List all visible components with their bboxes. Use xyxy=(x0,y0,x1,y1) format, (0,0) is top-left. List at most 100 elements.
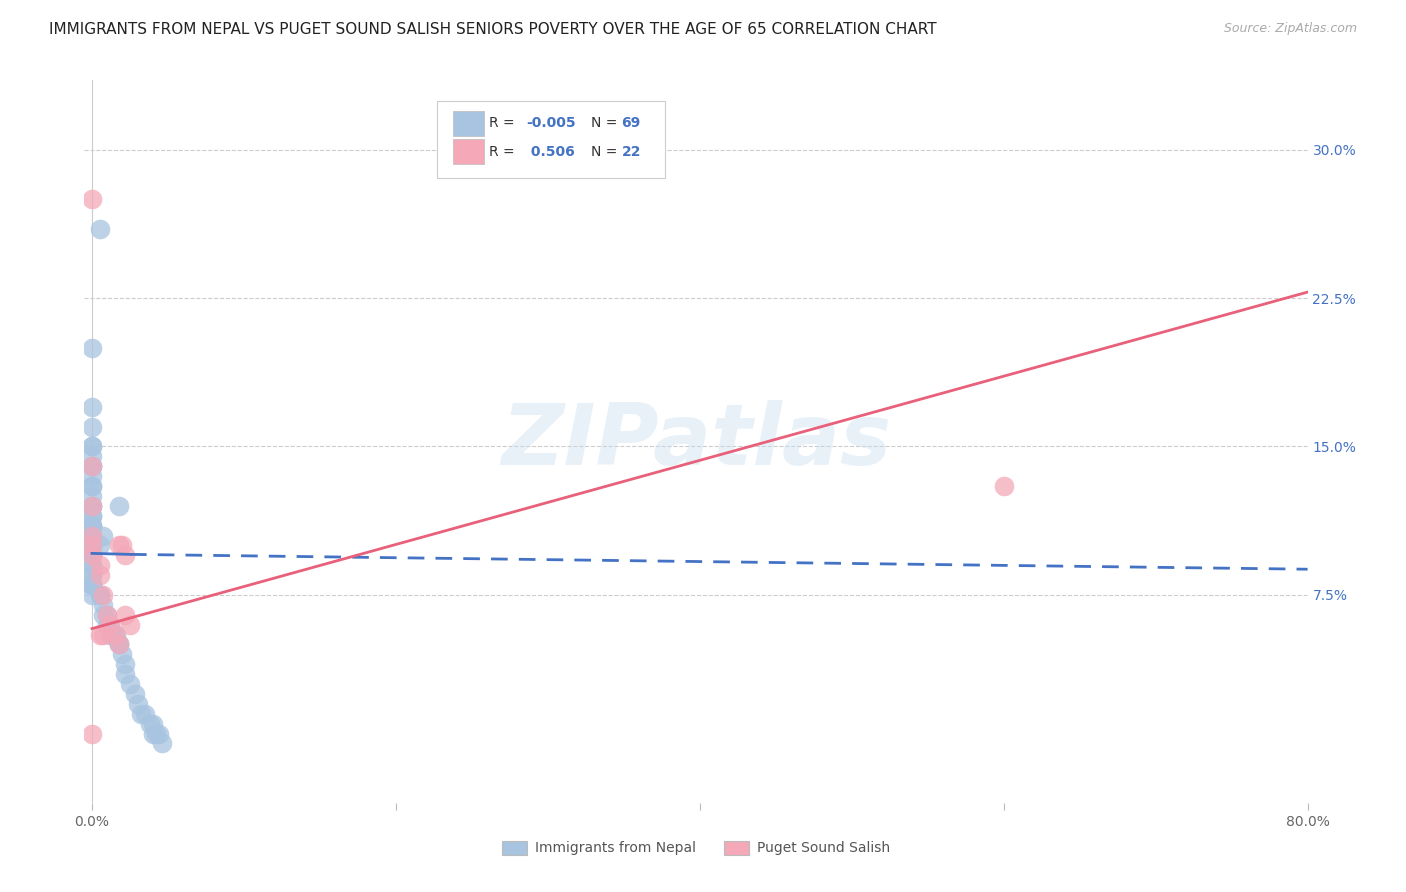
Point xyxy=(80,508,103,523)
Point xyxy=(142,716,165,731)
Point xyxy=(80,539,103,553)
Point xyxy=(104,627,127,641)
Point xyxy=(108,637,131,651)
Point xyxy=(89,221,111,235)
Point xyxy=(80,508,103,523)
Point xyxy=(80,558,103,573)
Text: R =: R = xyxy=(489,116,519,130)
Point xyxy=(89,558,111,573)
Point xyxy=(129,706,152,721)
Point xyxy=(114,667,136,681)
Point xyxy=(80,539,103,553)
Text: ZIPatlas: ZIPatlas xyxy=(501,400,891,483)
Point xyxy=(80,588,103,602)
Point xyxy=(80,499,103,513)
Point xyxy=(138,716,160,731)
Point xyxy=(80,726,103,740)
Point xyxy=(114,549,136,563)
Point xyxy=(80,549,103,563)
Text: Source: ZipAtlas.com: Source: ZipAtlas.com xyxy=(1223,22,1357,36)
Point xyxy=(80,459,103,474)
Point xyxy=(80,578,103,592)
Point xyxy=(80,459,103,474)
Text: N =: N = xyxy=(591,145,621,159)
Point xyxy=(80,539,103,553)
Point xyxy=(96,607,118,622)
Point xyxy=(80,459,103,474)
Point xyxy=(80,528,103,542)
Point xyxy=(145,726,167,740)
Point xyxy=(89,588,111,602)
Point xyxy=(108,637,131,651)
Point xyxy=(80,539,103,553)
Point xyxy=(80,578,103,592)
Point xyxy=(111,648,134,662)
Point xyxy=(111,539,134,553)
Point xyxy=(80,341,103,355)
Point xyxy=(150,736,173,750)
Point xyxy=(80,568,103,582)
Point xyxy=(91,598,114,612)
Point xyxy=(80,489,103,503)
Point xyxy=(108,539,131,553)
Point xyxy=(80,568,103,582)
Point xyxy=(124,687,146,701)
Point xyxy=(91,528,114,542)
Point xyxy=(80,518,103,533)
Point xyxy=(80,400,103,414)
Point xyxy=(89,588,111,602)
Point xyxy=(80,450,103,464)
Text: 69: 69 xyxy=(621,116,641,130)
Point xyxy=(127,697,149,711)
Point xyxy=(96,607,118,622)
Point xyxy=(993,479,1015,493)
Point xyxy=(80,518,103,533)
Point xyxy=(80,192,103,206)
Point xyxy=(142,726,165,740)
Point xyxy=(80,549,103,563)
Point xyxy=(148,726,170,740)
Point xyxy=(80,539,103,553)
Point xyxy=(105,627,128,641)
Text: 0.506: 0.506 xyxy=(526,145,575,159)
Point xyxy=(114,657,136,672)
Point xyxy=(80,479,103,493)
Point xyxy=(80,558,103,573)
Text: N =: N = xyxy=(591,116,621,130)
Point xyxy=(80,518,103,533)
Point xyxy=(80,539,103,553)
Point xyxy=(80,499,103,513)
Point xyxy=(134,706,156,721)
Point xyxy=(91,627,114,641)
Point xyxy=(89,539,111,553)
Point xyxy=(80,499,103,513)
Point xyxy=(108,499,131,513)
Point xyxy=(98,627,121,641)
Legend: Immigrants from Nepal, Puget Sound Salish: Immigrants from Nepal, Puget Sound Salis… xyxy=(496,835,896,861)
Point xyxy=(96,617,118,632)
Text: 22: 22 xyxy=(621,145,641,159)
Text: R =: R = xyxy=(489,145,519,159)
Point xyxy=(98,617,121,632)
Point xyxy=(98,617,121,632)
Point xyxy=(108,637,131,651)
Point xyxy=(114,607,136,622)
Point xyxy=(80,578,103,592)
Point xyxy=(80,539,103,553)
Point xyxy=(91,607,114,622)
Point xyxy=(80,479,103,493)
Point xyxy=(80,440,103,454)
Point xyxy=(80,419,103,434)
Point xyxy=(80,528,103,542)
Point xyxy=(118,677,141,691)
Point xyxy=(89,627,111,641)
Text: IMMIGRANTS FROM NEPAL VS PUGET SOUND SALISH SENIORS POVERTY OVER THE AGE OF 65 C: IMMIGRANTS FROM NEPAL VS PUGET SOUND SAL… xyxy=(49,22,936,37)
Point xyxy=(80,528,103,542)
Point xyxy=(89,568,111,582)
Point xyxy=(80,440,103,454)
Point xyxy=(80,539,103,553)
Point xyxy=(91,588,114,602)
Point xyxy=(80,549,103,563)
Text: -0.005: -0.005 xyxy=(526,116,575,130)
Point xyxy=(80,539,103,553)
